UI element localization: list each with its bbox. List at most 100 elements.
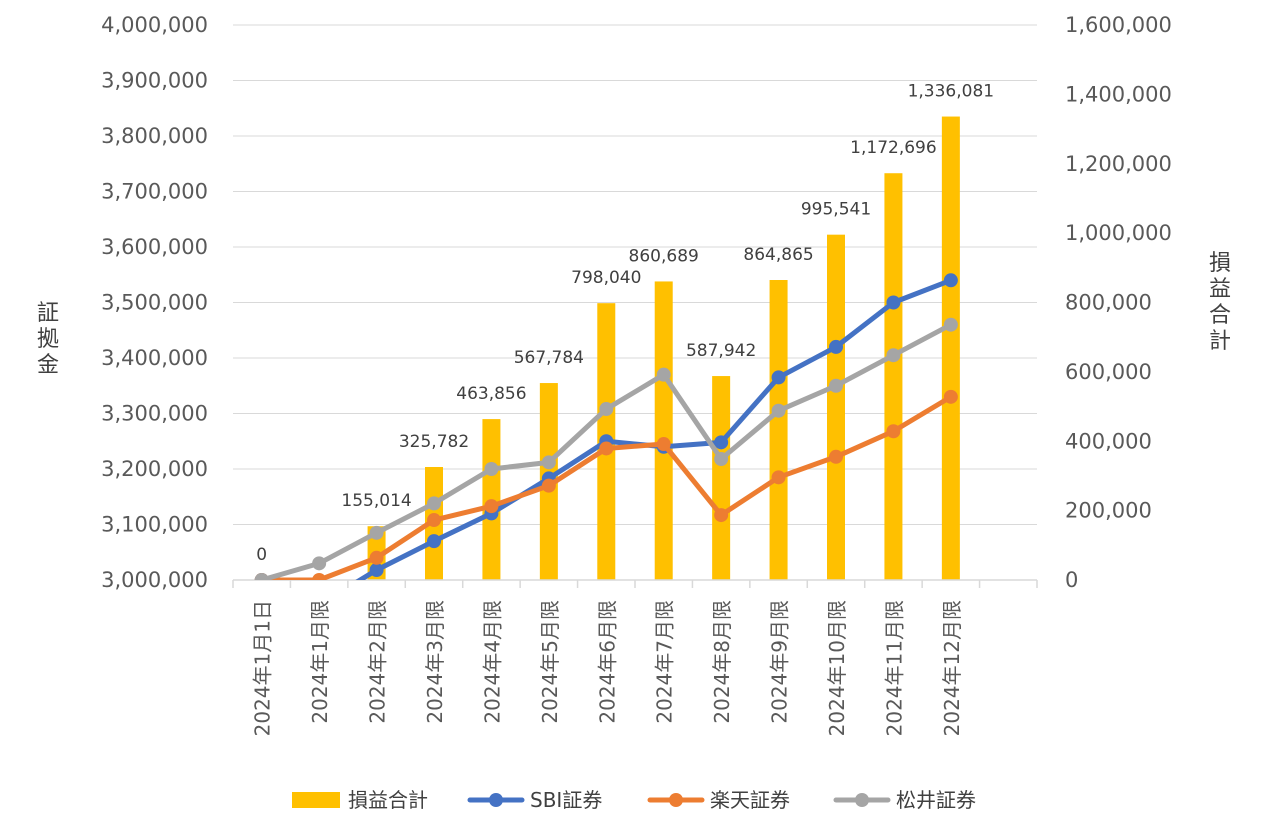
bar-data-label: 798,040 xyxy=(571,268,641,288)
bar-data-label: 1,336,081 xyxy=(908,82,995,102)
right-axis-title-char: 計 xyxy=(1209,329,1231,354)
legend-label: 楽天証券 xyxy=(710,788,790,812)
legend-item-3: 楽天証券 xyxy=(647,788,790,812)
gridlines xyxy=(233,24,1037,525)
bar-8 xyxy=(654,281,673,580)
data-point xyxy=(656,367,671,382)
line-series-2 xyxy=(254,389,958,580)
data-point xyxy=(943,389,958,404)
category-tick-label: 2024年3月限 xyxy=(423,600,447,724)
right-axis-tick-label: 1,000,000 xyxy=(1065,221,1172,245)
legend-item-1: 損益合計 xyxy=(292,788,428,812)
data-point xyxy=(714,452,729,467)
data-point xyxy=(943,273,958,288)
left-axis-tick-label: 3,100,000 xyxy=(101,513,208,537)
legend-swatch xyxy=(292,792,340,808)
data-point xyxy=(369,525,384,540)
data-point xyxy=(312,556,327,571)
data-point xyxy=(771,470,786,485)
category-tick-label: 2024年12月限 xyxy=(940,600,964,736)
legend-swatch-marker xyxy=(855,793,869,807)
data-point xyxy=(599,441,614,456)
left-axis-tick-label: 3,700,000 xyxy=(101,180,208,204)
axis-titles: 証拠金 損益合計 xyxy=(37,251,1231,378)
left-axis-tick-label: 3,300,000 xyxy=(101,402,208,426)
right-axis-title-char: 益 xyxy=(1209,277,1231,302)
category-tick-label: 2024年9月限 xyxy=(768,600,792,724)
line-series-3 xyxy=(254,317,958,580)
right-axis-tick-label: 400,000 xyxy=(1065,429,1152,453)
left-axis-title-char: 金 xyxy=(37,353,59,378)
legend-item-2: SBI証券 xyxy=(467,788,602,812)
data-point xyxy=(599,402,614,417)
right-axis-title-char: 合 xyxy=(1209,303,1231,328)
left-axis-tick-label: 3,600,000 xyxy=(101,235,208,259)
bar-data-label: 463,856 xyxy=(456,384,526,404)
bar-data-label: 995,541 xyxy=(801,200,871,220)
data-point xyxy=(484,462,499,476)
data-point xyxy=(714,508,729,523)
data-point xyxy=(254,573,269,580)
line-series xyxy=(254,273,958,580)
data-point xyxy=(369,550,384,565)
legend: 損益合計 SBI証券 楽天証券 松井証券 xyxy=(292,788,976,812)
right-axis-tick-label: 0 xyxy=(1065,568,1078,592)
left-axis-tick-label: 3,400,000 xyxy=(101,346,208,370)
data-point xyxy=(427,496,441,511)
left-axis-tick-label: 3,500,000 xyxy=(101,291,208,315)
category-tick-label: 2024年8月限 xyxy=(710,600,734,724)
bar-data-label: 587,942 xyxy=(686,341,756,361)
data-point xyxy=(771,403,786,418)
bar-11 xyxy=(827,234,845,580)
left-axis-tick-label: 3,800,000 xyxy=(101,124,208,148)
bar-series xyxy=(367,116,960,580)
data-point xyxy=(369,563,384,578)
data-point xyxy=(771,370,786,385)
data-point xyxy=(943,317,958,332)
data-point xyxy=(829,449,843,464)
data-point xyxy=(829,378,843,393)
right-axis-tick-label: 1,400,000 xyxy=(1065,82,1172,106)
category-tick-label: 2024年11月限 xyxy=(882,600,906,736)
data-point xyxy=(484,499,499,514)
category-tick-label: 2024年4月限 xyxy=(480,600,504,724)
legend-swatch-marker xyxy=(669,793,683,807)
bar-data-label: 567,784 xyxy=(514,348,584,368)
data-point xyxy=(427,534,441,549)
data-point xyxy=(656,437,671,452)
category-tick-label: 2024年1月1日 xyxy=(251,600,275,736)
data-point xyxy=(829,339,843,354)
left-axis-title-char: 証 xyxy=(37,301,59,326)
category-tick-label: 2024年2月限 xyxy=(366,600,390,724)
bar-data-label: 0 xyxy=(256,545,267,565)
right-axis-title-char: 損 xyxy=(1209,251,1231,276)
data-point xyxy=(886,295,901,310)
legend-item-4: 松井証券 xyxy=(833,788,976,812)
category-tick-label: 2024年7月限 xyxy=(653,600,677,724)
axes xyxy=(232,579,1038,588)
bar-10 xyxy=(769,279,788,580)
bar-data-label: 155,014 xyxy=(341,491,411,511)
category-tick-label: 2024年10月限 xyxy=(825,600,849,736)
bar-data-label: 864,865 xyxy=(743,245,813,265)
data-point xyxy=(541,455,556,470)
category-tick-label: 2024年1月限 xyxy=(308,600,332,724)
category-tick-label: 2024年5月限 xyxy=(538,600,562,724)
left-axis-title-char: 拠 xyxy=(37,327,59,352)
data-point xyxy=(714,435,729,450)
legend-label: 松井証券 xyxy=(896,788,976,812)
left-axis-tick-label: 3,200,000 xyxy=(101,457,208,481)
bar-9 xyxy=(712,376,731,580)
left-axis-title: 証拠金 xyxy=(37,301,59,378)
left-axis-tick-label: 4,000,000 xyxy=(101,13,208,37)
bar-13 xyxy=(941,116,960,580)
data-point xyxy=(427,513,441,528)
right-axis-tick-label: 200,000 xyxy=(1065,499,1152,523)
data-point xyxy=(886,348,901,363)
left-axis-tick-label: 3,900,000 xyxy=(101,69,208,93)
legend-label: SBI証券 xyxy=(530,788,602,812)
bar-data-label: 860,689 xyxy=(629,246,699,266)
right-axis-title: 損益合計 xyxy=(1209,251,1231,354)
